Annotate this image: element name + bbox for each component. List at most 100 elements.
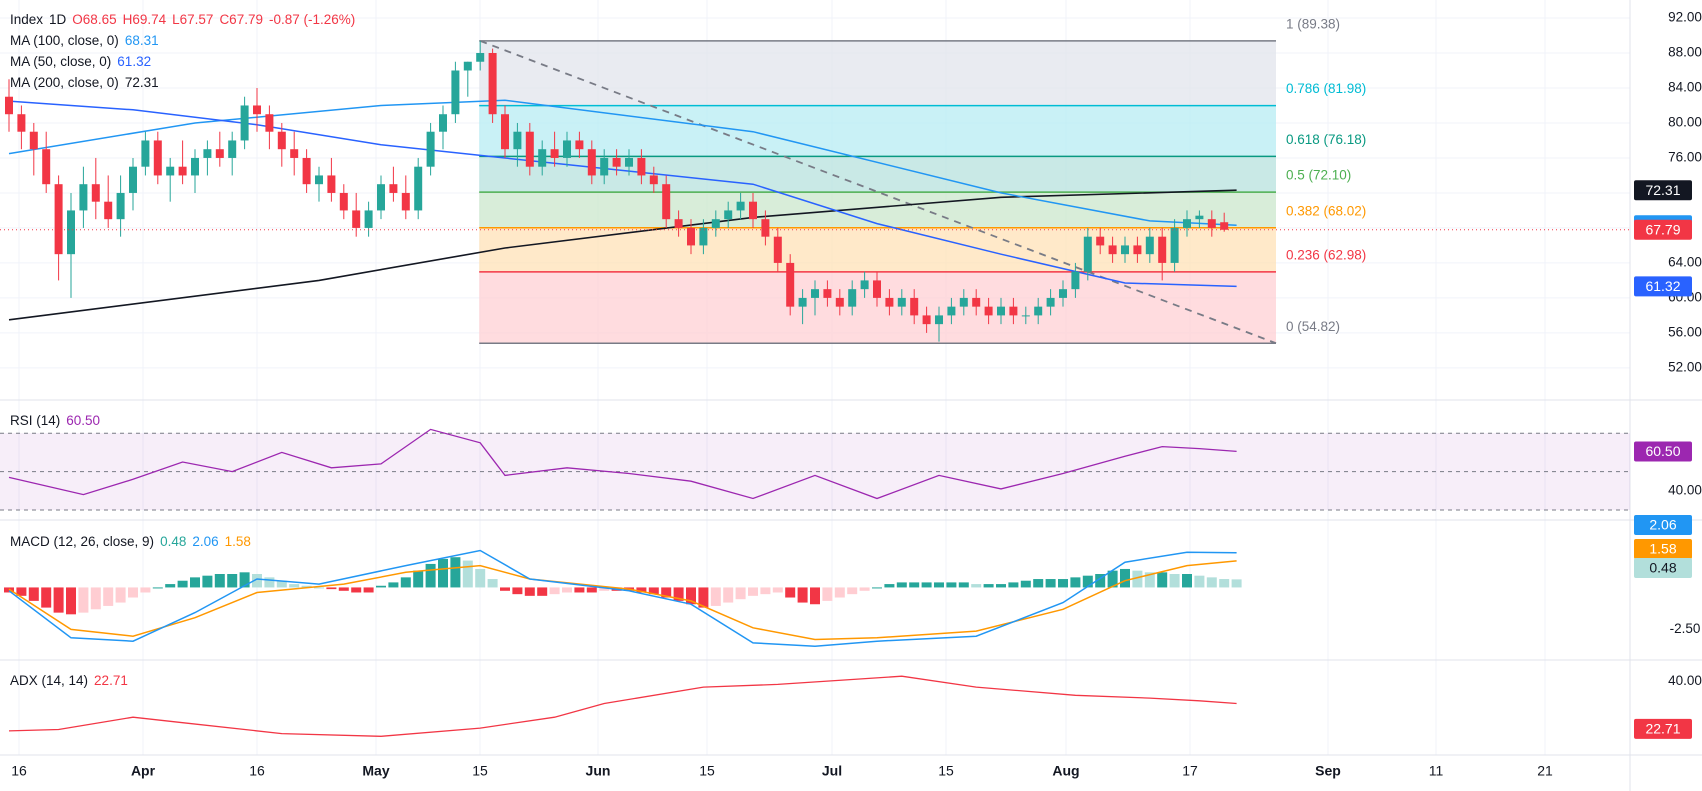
macd-histogram-bar [1231, 579, 1242, 588]
macd-histogram-bar [760, 587, 771, 595]
macd-histogram-bar [673, 587, 684, 601]
candle-body [687, 227, 695, 246]
candle-body [315, 175, 323, 185]
candle-body [662, 184, 671, 220]
candle-body [525, 131, 534, 167]
macd-label: MACD (12, 26, close, 9) [10, 534, 155, 549]
candle [1108, 236, 1117, 263]
fib-zone [479, 40, 1276, 106]
rsi-badge [1634, 441, 1692, 462]
candle-body [711, 219, 720, 228]
candle [265, 105, 274, 150]
candle [439, 105, 447, 150]
candle-body [910, 297, 919, 316]
candle-body [1170, 227, 1179, 263]
candle-body [389, 184, 398, 193]
candle [563, 131, 571, 167]
candle [724, 201, 733, 228]
macd-histogram-bar [562, 587, 572, 593]
candle [687, 219, 695, 255]
ma200-label: MA (200, close, 0) [10, 75, 119, 90]
rsi-value: 60.50 [66, 413, 101, 428]
macd-histogram-bar [388, 582, 399, 588]
macd-histogram-bar [971, 584, 982, 588]
fib-zone [479, 105, 1276, 157]
adx-badge [1634, 718, 1692, 739]
candle [773, 227, 782, 272]
candle [798, 289, 807, 325]
macd-histogram-bar [214, 574, 225, 588]
candle [67, 192, 75, 298]
macd-histogram-bar [1082, 575, 1093, 588]
adx-legend: ADX (14, 14) 22.71 [10, 672, 134, 690]
candle-body [587, 149, 596, 176]
macd-line [8, 549, 1237, 647]
candle-body [1183, 219, 1191, 228]
candle-body [54, 184, 63, 255]
macd-histogram-bar [351, 587, 362, 593]
candle [79, 166, 88, 228]
macd-histogram-bar [128, 587, 138, 598]
rsi-label: RSI (14) [10, 413, 61, 428]
open-value: O68.65 [72, 12, 117, 27]
candle [674, 210, 683, 237]
candle [600, 149, 609, 185]
macd-histogram-bar [1206, 577, 1217, 588]
adx-label: ADX (14, 14) [10, 673, 89, 688]
macd-histogram-bar [1169, 574, 1180, 588]
fib-level-label: 0.5 (72.10) [1286, 168, 1351, 183]
macd-histogram-bar [289, 584, 300, 588]
macd-histogram-bar [1008, 582, 1019, 588]
candle [997, 297, 1005, 325]
candle-body [786, 262, 795, 307]
macd-histogram-bar [1120, 568, 1130, 588]
candle-body [17, 114, 26, 132]
candle-body [550, 149, 559, 158]
candle [290, 131, 299, 176]
time-axis-label: May [362, 763, 389, 779]
adx-line [8, 675, 1237, 737]
time-axis-label: 11 [1429, 763, 1444, 779]
macd-histogram-bar [822, 587, 833, 601]
candle-body [228, 140, 237, 158]
macd-histogram-bar [859, 587, 870, 591]
candle [1096, 227, 1105, 255]
macd-histogram-bar [537, 587, 548, 596]
macd-histogram-bar [586, 587, 597, 593]
candle [29, 122, 38, 176]
change-value: -0.87 (-1.26%) [268, 12, 356, 27]
candle-body [1046, 297, 1055, 307]
fib-level-label: 0.786 (81.98) [1286, 81, 1366, 96]
macd-histogram-bar [1095, 574, 1106, 588]
candle [315, 166, 323, 202]
macd-histogram-bar [884, 584, 895, 588]
candle-body [141, 140, 150, 167]
candle [736, 192, 745, 220]
candle-body [724, 210, 733, 220]
macd-histogram-bar [1033, 579, 1044, 588]
candle [5, 79, 13, 132]
candle [451, 61, 460, 123]
price-axis-tick: 80.00 [1668, 115, 1702, 130]
macd-histogram-bar [400, 577, 411, 588]
macd-value: 2.06 [192, 534, 219, 549]
candle [1121, 236, 1129, 263]
candle [141, 131, 150, 176]
ma100-legend: MA (100, close, 0) 68.31 [10, 32, 165, 50]
candle-body [1121, 245, 1129, 255]
macd-histogram-bar [810, 587, 820, 605]
candle-body [749, 201, 757, 220]
candle-body [699, 227, 708, 246]
candle-body [5, 96, 13, 115]
candle [637, 149, 646, 185]
macd-badge [1634, 558, 1692, 578]
candle [228, 131, 237, 176]
price-axis-tick: 92.00 [1668, 10, 1702, 25]
candle-body [1220, 222, 1229, 230]
candle [389, 166, 398, 202]
candle [848, 280, 857, 316]
rsi-band [0, 433, 1630, 510]
ma50-legend: MA (50, close, 0) 61.32 [10, 53, 157, 71]
macd-histogram-bar [500, 587, 510, 591]
